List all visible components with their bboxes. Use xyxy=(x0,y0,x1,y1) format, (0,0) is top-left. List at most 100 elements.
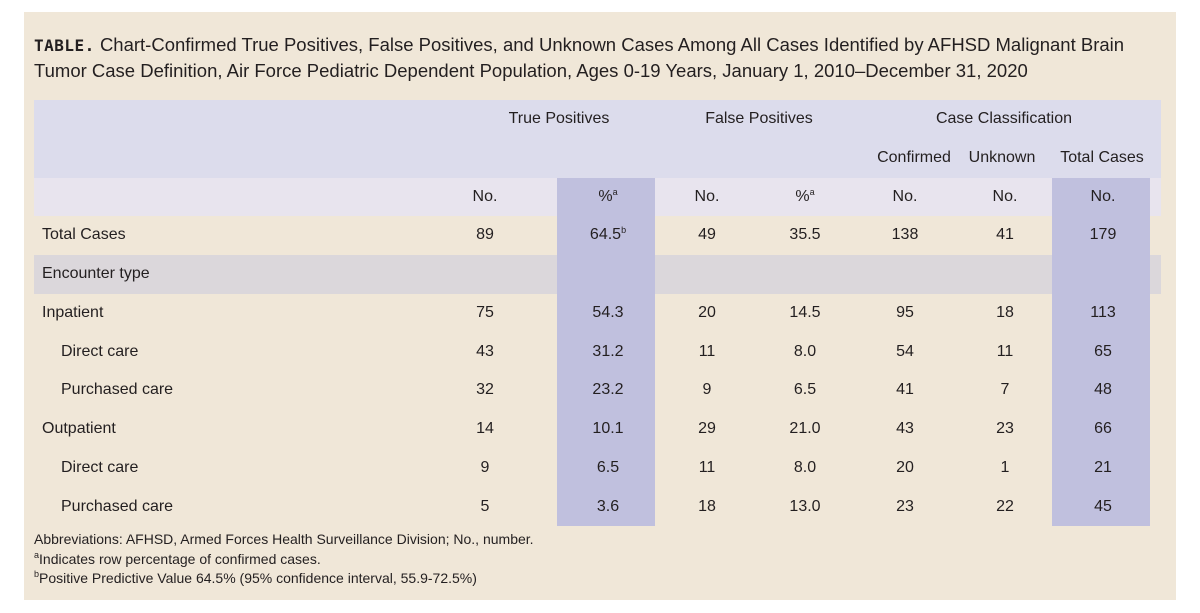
cell-tp-pct: 3.6 xyxy=(559,497,657,517)
cell-fp-no: 20 xyxy=(658,303,756,323)
cell-fp-pct: 8.0 xyxy=(756,458,854,478)
row-label-text: Outpatient xyxy=(42,420,116,437)
cell-total: 48 xyxy=(1054,380,1152,400)
cell-confirmed: 20 xyxy=(856,458,954,478)
cell-fp-no: 11 xyxy=(658,342,756,362)
header-pct-fp-text: % xyxy=(795,187,810,205)
cell-total-text: 65 xyxy=(1094,342,1112,360)
cell-fp-pct-text: 13.0 xyxy=(789,497,821,515)
cell-tp-pct-text: 23.2 xyxy=(592,381,624,399)
header-no-tp_no: No. xyxy=(436,187,534,207)
cell-fp-pct: 35.5 xyxy=(756,225,854,245)
cell-confirmed-text: 20 xyxy=(896,458,914,476)
cell-unknown-text: 41 xyxy=(996,226,1014,244)
cell-unknown-text: 1 xyxy=(1000,458,1010,476)
cell-tp-no: 75 xyxy=(436,303,534,323)
cell-total: 179 xyxy=(1054,225,1152,245)
cell-fp-pct: 14.5 xyxy=(756,303,854,323)
footnote-b: bPositive Predictive Value 64.5% (95% co… xyxy=(34,569,477,587)
cell-fp-no: 9 xyxy=(658,380,756,400)
cell-unknown: 1 xyxy=(956,458,1054,478)
cell-total: 45 xyxy=(1054,497,1152,517)
cell-tp-pct-text: 6.5 xyxy=(596,458,620,476)
cell-fp-no-text: 11 xyxy=(698,342,716,360)
section-label-text: Encounter type xyxy=(42,265,150,282)
cell-fp-no: 18 xyxy=(658,497,756,517)
cell-confirmed-text: 95 xyxy=(896,303,914,321)
cell-total: 113 xyxy=(1054,303,1152,323)
cell-tp-pct-text: 3.6 xyxy=(596,497,620,515)
cell-fp-pct-text: 8.0 xyxy=(793,342,817,360)
header-confirmed: Confirmed xyxy=(854,148,974,168)
cell-tp-pct: 6.5 xyxy=(559,458,657,478)
cell-tp-no: 5 xyxy=(436,497,534,517)
header-pct-tp-text: % xyxy=(598,187,613,205)
cell-fp-pct: 21.0 xyxy=(756,419,854,439)
header-true-positives-text: True Positives xyxy=(508,110,610,127)
row-label-text: Inpatient xyxy=(42,303,104,321)
cell-tp-pct: 10.1 xyxy=(559,419,657,439)
row-label: Purchased care xyxy=(61,380,421,400)
row-label-text: Purchased care xyxy=(61,497,174,515)
header-case-classification: Case Classification xyxy=(854,109,1154,129)
table-panel: TABLE. Chart-Confirmed True Positives, F… xyxy=(24,12,1176,600)
header-no-unknown-text: No. xyxy=(992,187,1018,205)
cell-confirmed-text: 138 xyxy=(891,226,919,244)
header-total-cases-text: Total Cases xyxy=(1060,148,1144,166)
cell-tp-pct: 54.3 xyxy=(559,303,657,323)
cell-fp-no: 49 xyxy=(658,225,756,245)
cell-unknown: 41 xyxy=(956,225,1054,245)
cell-tp-no: 43 xyxy=(436,342,534,362)
header-total-cases: Total Cases xyxy=(1050,148,1154,168)
header-unknown: Unknown xyxy=(954,148,1050,168)
cell-total-text: 66 xyxy=(1094,420,1112,437)
cell-fp-no-text: 18 xyxy=(698,497,716,515)
row-label-text: Direct care xyxy=(61,458,139,476)
cell-total-text: 45 xyxy=(1094,497,1112,515)
cell-unknown-text: 11 xyxy=(996,342,1014,360)
cell-fp-no-text: 9 xyxy=(702,381,712,399)
cell-total-text: 21 xyxy=(1094,458,1112,476)
footnote-a-text: Indicates row percentage of confirmed ca… xyxy=(39,551,321,567)
cell-tp-pct-superscript: b xyxy=(621,225,627,236)
cell-total: 66 xyxy=(1054,419,1152,439)
cell-fp-pct-text: 14.5 xyxy=(789,303,821,321)
cell-confirmed: 54 xyxy=(856,342,954,362)
header-no-total-text: No. xyxy=(1090,187,1116,205)
header-no-fp_no-text: No. xyxy=(694,187,720,205)
cell-fp-no-text: 11 xyxy=(698,458,716,476)
cell-total-text: 113 xyxy=(1090,303,1116,321)
header-unknown-text: Unknown xyxy=(968,148,1036,166)
cell-unknown-text: 22 xyxy=(996,497,1014,515)
cell-fp-no-text: 49 xyxy=(698,226,716,244)
cell-tp-pct-text: 64.5 xyxy=(589,226,622,244)
cell-confirmed-text: 54 xyxy=(896,342,914,360)
cell-total-text: 48 xyxy=(1094,381,1112,399)
cell-tp-no-text: 14 xyxy=(476,420,494,437)
row-label: Inpatient xyxy=(42,303,402,323)
header-no-total: No. xyxy=(1054,187,1152,207)
header-confirmed-text: Confirmed xyxy=(877,148,951,166)
cell-confirmed-text: 41 xyxy=(896,381,914,399)
cell-confirmed: 23 xyxy=(856,497,954,517)
footnote-b-text: Positive Predictive Value 64.5% (95% con… xyxy=(39,570,477,586)
cell-total-text: 179 xyxy=(1089,226,1117,244)
cell-tp-no: 89 xyxy=(436,225,534,245)
row-label: Direct care xyxy=(61,458,421,478)
cell-tp-no-text: 9 xyxy=(480,458,490,476)
title-lead: TABLE. xyxy=(34,36,95,55)
cell-fp-pct-text: 21.0 xyxy=(789,420,821,437)
header-no-tp_no-text: No. xyxy=(472,187,498,205)
header-false-positives-text: False Positives xyxy=(705,110,813,127)
cell-tp-pct-text: 54.3 xyxy=(592,303,624,321)
header-pct-tp: %a xyxy=(559,187,657,207)
cell-confirmed: 41 xyxy=(856,380,954,400)
cell-tp-no-text: 43 xyxy=(476,342,494,360)
header-no-confirmed-text: No. xyxy=(892,187,918,205)
cell-tp-no: 32 xyxy=(436,380,534,400)
title-text: Chart-Confirmed True Positives, False Po… xyxy=(34,34,1125,81)
cell-fp-no: 29 xyxy=(658,419,756,439)
highlight-column-total xyxy=(1052,177,1150,527)
header-no-confirmed: No. xyxy=(856,187,954,207)
header-pct-fp-superscript: a xyxy=(809,186,815,197)
